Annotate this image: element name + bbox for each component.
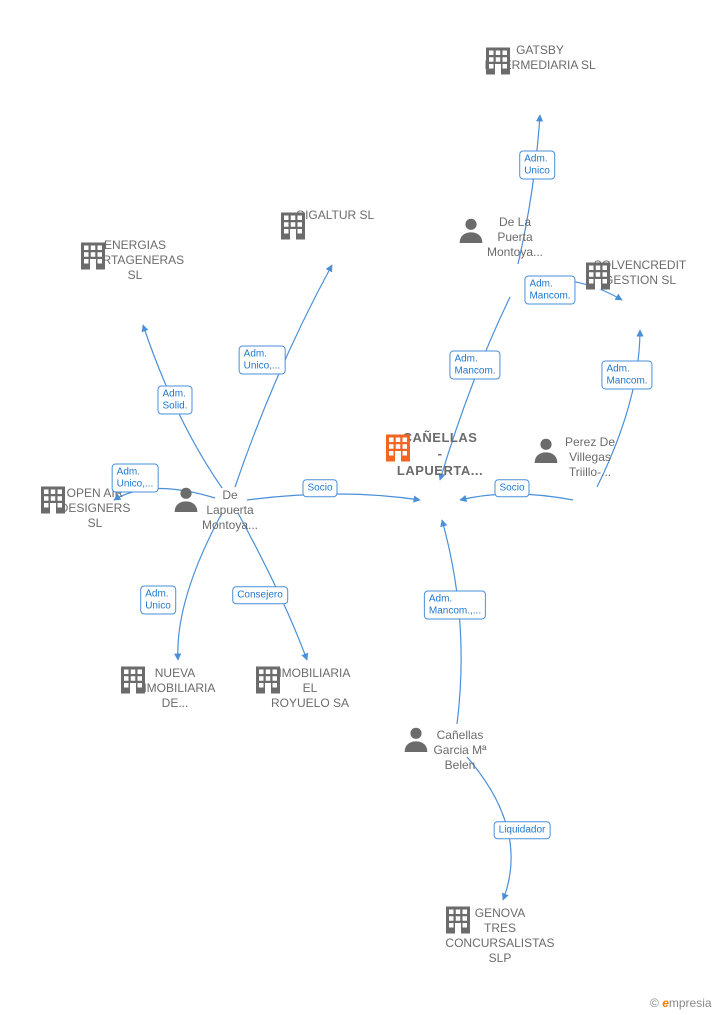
copyright: © empresia (650, 996, 712, 1010)
company-node-royuelo[interactable]: INMOBILIARIA EL ROYUELO SA (250, 662, 370, 711)
company-node-solven[interactable]: SOLVENCREDIT GESTION SL (580, 258, 700, 292)
edge-e13 (467, 757, 511, 900)
company-node-energias[interactable]: ENERGIAS CARTAGENERAS SL (75, 238, 195, 287)
person-node-lapuerta[interactable]: De Lapuerta Montoya... (170, 484, 290, 533)
company-node-center[interactable]: CAÑELLAS - LAPUERTA... (380, 430, 500, 483)
company-node-nueva[interactable]: NUEVA INMOBILIARIA DE... (115, 662, 235, 711)
brand-e: e (662, 996, 669, 1010)
person-node-canellas[interactable]: Cañellas Garcia Mª Belen (400, 724, 520, 773)
brand-rest: mpresia (669, 996, 712, 1010)
edge-e2 (235, 265, 332, 487)
edge-e12 (442, 520, 461, 724)
copyright-symbol: © (650, 996, 659, 1010)
person-node-delaPuerta[interactable]: De La Puerta Montoya... (455, 215, 575, 264)
edge-e4 (178, 513, 222, 660)
company-node-gigaltur[interactable]: GIGALTUR SL (275, 208, 395, 227)
person-node-perez[interactable]: Perez De Villegas Triillo-... (530, 435, 650, 484)
edge-e1 (143, 325, 222, 488)
company-node-gatsby[interactable]: GATSBY INTERMEDIARIA SL (480, 43, 600, 77)
company-node-openair[interactable]: OPEN AIR DESIGNERS SL (35, 482, 155, 531)
edge-e7 (460, 494, 573, 500)
company-node-genova[interactable]: GENOVA TRES CONCURSALISTAS SLP (440, 902, 560, 966)
edge-e5 (238, 513, 307, 660)
